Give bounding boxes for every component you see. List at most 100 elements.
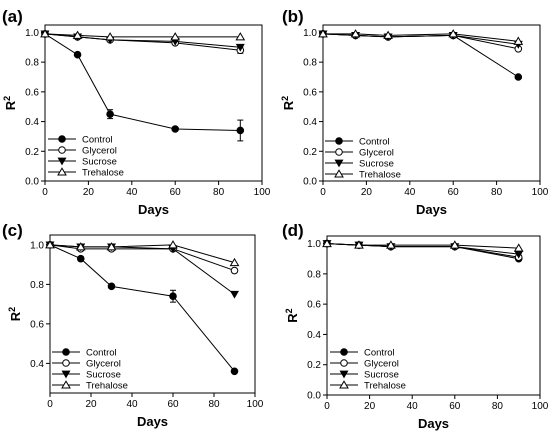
y-tick-label: 0.0 [25, 177, 39, 188]
y-tick-label: 0.6 [25, 87, 39, 98]
x-tick-label: 0 [47, 399, 53, 410]
legend-marker [57, 167, 67, 176]
series-control-point [106, 110, 114, 118]
series-control-line [44, 33, 241, 131]
series-sucrose-point [235, 43, 245, 52]
series-trehalose-point [170, 32, 181, 41]
series-trehalose-point [354, 240, 364, 249]
x-tick-label: 0 [324, 401, 330, 412]
legend-marker [58, 146, 66, 154]
legend-marker [340, 359, 348, 367]
plot-frame [326, 235, 541, 396]
panel-label: (a) [2, 7, 23, 26]
y-tick-label: 0.6 [30, 319, 44, 330]
x-axis-label: Days [416, 202, 447, 217]
series-trehalose-point [386, 240, 396, 249]
series-glycerol [41, 30, 245, 55]
series-trehalose [45, 240, 240, 267]
y-tick-label: 1.0 [25, 28, 39, 39]
y-tick-label: 0.0 [303, 177, 317, 188]
series-control-point [514, 73, 523, 81]
x-axis-label: Days [138, 202, 169, 217]
series-glycerol-point [230, 266, 239, 275]
legend-marker [334, 159, 344, 168]
y-axis-label-text: R [8, 311, 23, 321]
y-axis-label-text: R [281, 100, 296, 110]
legend-label: Trehalose [82, 168, 124, 179]
legend-marker [335, 148, 343, 156]
legend-label: Sucrose [364, 370, 399, 381]
plot-frame [44, 24, 263, 182]
legend-label: Control [364, 348, 395, 359]
series-sucrose [45, 241, 239, 299]
legend-marker [339, 380, 349, 389]
legend-label: Glycerol [364, 359, 399, 370]
series-trehalose-point [168, 240, 178, 249]
series-control-point [230, 367, 239, 376]
y-axis-label-superscript: 2 [2, 96, 12, 101]
legend-label: Sucrose [86, 370, 121, 381]
legend-marker [58, 135, 66, 143]
series-control-point [171, 125, 179, 133]
legend-label: Glycerol [359, 148, 394, 159]
series-trehalose-point [229, 257, 240, 267]
panel-label: (c) [2, 221, 23, 240]
y-axis-label-superscript: 2 [280, 96, 290, 101]
legend-marker [339, 370, 349, 379]
legend-marker [334, 169, 344, 178]
series-trehalose-point [449, 240, 460, 249]
x-tick-label: 80 [491, 187, 503, 198]
panel-a: 0 20 40 60 80 100 0.0 0.2 0.4 0.6 0.8 1.0 Days R2 (a) C… [2, 7, 271, 217]
x-tick-label: 60 [167, 399, 179, 410]
x-tick-label: 20 [364, 401, 376, 412]
y-tick-label: 0.2 [25, 147, 39, 158]
series-trehalose-point [350, 29, 361, 38]
legend-marker [335, 137, 343, 145]
series-control-point [76, 254, 85, 263]
series-control-point [236, 126, 245, 135]
legend-label: Sucrose [82, 157, 117, 168]
series-control-point [169, 292, 177, 301]
y-tick-label: 1.0 [303, 28, 317, 39]
series-trehalose-point [235, 32, 246, 41]
legend-label: Glycerol [86, 359, 121, 370]
y-tick-label: 0.8 [25, 58, 39, 69]
y-tick-label: 0.6 [303, 87, 317, 98]
series-trehalose-point [322, 238, 332, 248]
legend-marker [61, 380, 71, 389]
legend-marker [62, 359, 70, 367]
x-tick-label: 20 [85, 399, 97, 410]
plot-frame [322, 24, 541, 182]
y-tick-label: 0.8 [30, 280, 44, 291]
x-axis-label: Days [137, 414, 168, 429]
x-tick-label: 60 [448, 187, 460, 198]
x-tick-label: 60 [449, 401, 461, 412]
y-tick-label: 0.4 [307, 330, 321, 341]
legend-marker [57, 157, 67, 166]
y-axis-label-superscript: 2 [284, 308, 294, 313]
legend-label: Control [359, 137, 390, 148]
legend-label: Control [82, 135, 113, 146]
x-tick-label: 100 [254, 187, 271, 198]
series-sucrose-line [49, 244, 235, 295]
legend-label: Control [86, 348, 117, 359]
y-tick-label: 0.4 [303, 117, 317, 128]
x-tick-label: 100 [532, 187, 549, 198]
series-trehalose-point [318, 29, 328, 38]
y-tick-label: 1.0 [307, 239, 321, 250]
plot-frame [49, 234, 256, 394]
y-tick-label: 0.4 [25, 117, 39, 128]
legend-label: Glycerol [82, 146, 117, 157]
legend-label: Trehalose [364, 381, 406, 392]
series-trehalose [322, 238, 524, 252]
series-glycerol [323, 239, 523, 262]
series-control-point [107, 282, 116, 291]
y-tick-label: 0.2 [303, 147, 317, 158]
series-trehalose-point [106, 242, 117, 251]
series-trehalose-point [40, 29, 50, 38]
